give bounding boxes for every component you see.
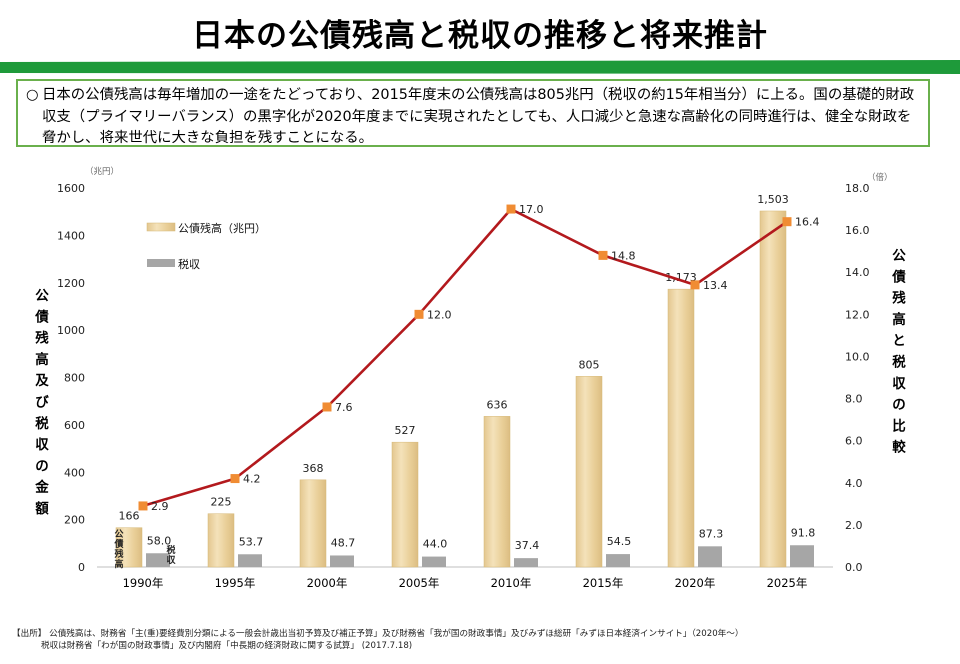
right-tick-label: 16.0 <box>845 224 870 237</box>
tax-bar <box>330 555 354 567</box>
left-tick-label: 800 <box>64 372 85 385</box>
ratio-marker <box>782 217 792 227</box>
left-tick-label: 200 <box>64 514 85 527</box>
summary-bullet: ○ <box>26 87 39 103</box>
ratio-marker <box>506 204 516 214</box>
right-axis-title: 公債残高と税収の比較 <box>891 248 906 456</box>
tax-value-label: 87.3 <box>699 527 724 540</box>
debt-bar <box>207 513 235 568</box>
tax-value-label: 53.7 <box>239 535 264 548</box>
ratio-marker <box>230 474 240 484</box>
debt-bar <box>575 376 603 568</box>
ratio-marker <box>414 309 424 319</box>
summary-text: 日本の公債残高は毎年増加の一途をたどっており、2015年度末の公債残高は805兆… <box>42 87 915 146</box>
debt-bar <box>759 210 787 568</box>
x-tick-label: 2020年 <box>675 576 716 590</box>
right-tick-label: 4.0 <box>845 477 863 490</box>
tax-inline-label: 税収 <box>166 544 176 566</box>
debt-bar <box>115 527 143 568</box>
debt-bar <box>299 479 327 568</box>
left-axis-title: 公債残高及び税収の金額 <box>34 288 49 517</box>
debt-inline-label: 公債残高 <box>113 529 123 570</box>
ratio-marker <box>690 280 700 290</box>
tax-bar <box>422 556 446 567</box>
debt-value-label: 805 <box>579 358 600 371</box>
legend-tax-label: 税収 <box>178 257 200 271</box>
right-tick-label: 0.0 <box>845 561 863 574</box>
right-tick-label: 18.0 <box>845 182 870 195</box>
ratio-value-label: 13.4 <box>703 279 728 292</box>
debt-tax-chart: （兆円） （倍） 0 200 400 600 800 1000 1200 1400 1600 0.0 2… <box>34 166 906 590</box>
source-line-2: 税収は財務省「わが国の財政事情」及び内閣府「中長期の経済財政に関する試算」 (2… <box>41 641 413 651</box>
right-tick-label: 6.0 <box>845 435 863 448</box>
left-tick-label: 1600 <box>57 182 85 195</box>
page-title: 日本の公債残高と税収の推移と将来推計 <box>192 18 768 54</box>
tax-bar <box>146 553 170 567</box>
tax-value-label: 37.4 <box>515 539 540 552</box>
debt-value-label: 225 <box>211 496 232 509</box>
tax-bar <box>790 545 814 567</box>
debt-value-label: 368 <box>303 462 324 475</box>
tax-value-label: 58.0 <box>147 534 172 547</box>
x-tick-label: 2005年 <box>399 576 440 590</box>
ratio-marker <box>322 402 332 412</box>
x-tick-label: 1990年 <box>123 576 164 590</box>
left-axis-unit: （兆円） <box>85 166 119 177</box>
right-tick-label: 8.0 <box>845 393 863 406</box>
tax-bar <box>698 546 722 567</box>
left-tick-label: 1400 <box>57 229 85 242</box>
debt-value-label: 527 <box>395 424 416 437</box>
debt-bar <box>667 288 695 568</box>
header-green-band <box>0 60 960 74</box>
debt-bar <box>391 441 419 568</box>
tax-bar <box>606 554 630 567</box>
ratio-value-label: 12.0 <box>427 308 452 321</box>
legend-tax-swatch <box>147 259 175 267</box>
tax-value-label: 48.7 <box>331 536 356 549</box>
ratio-value-label: 4.2 <box>243 473 261 486</box>
debt-bar <box>483 416 511 568</box>
x-tick-label: 2000年 <box>307 576 348 590</box>
x-tick-label: 2025年 <box>767 576 808 590</box>
tax-bar <box>514 558 538 567</box>
right-tick-label: 2.0 <box>845 519 863 532</box>
source-line-1: 【出所】 公債残高は、財務省「主(重)要経費別分類による一般会計歳出当初予算及び… <box>12 629 744 639</box>
left-tick-label: 0 <box>78 561 85 574</box>
debt-value-label: 1,503 <box>757 193 789 206</box>
ratio-value-label: 7.6 <box>335 401 353 414</box>
ratio-value-label: 16.4 <box>795 216 820 229</box>
left-tick-label: 1200 <box>57 277 85 290</box>
debt-value-label: 166 <box>119 510 140 523</box>
legend-debt-swatch <box>146 222 176 232</box>
right-tick-label: 12.0 <box>845 308 870 321</box>
right-tick-label: 10.0 <box>845 350 870 363</box>
tax-value-label: 91.8 <box>791 526 816 539</box>
legend-debt-label: 公債残高（兆円） <box>178 221 266 235</box>
summary-box: ○ 日本の公債残高は毎年増加の一途をたどっており、2015年度末の公債残高は80… <box>16 79 930 147</box>
right-tick-label: 14.0 <box>845 266 870 279</box>
ratio-marker <box>138 501 148 511</box>
debt-value-label: 636 <box>487 398 508 411</box>
right-axis-unit: （倍） <box>867 172 893 183</box>
ratio-marker <box>598 250 608 260</box>
tax-bar <box>238 554 262 567</box>
x-tick-label: 2010年 <box>491 576 532 590</box>
tax-value-label: 44.0 <box>423 538 448 551</box>
source-note: 【出所】 公債残高は、財務省「主(重)要経費別分類による一般会計歳出当初予算及び… <box>12 628 743 652</box>
left-tick-label: 600 <box>64 419 85 432</box>
debt-value-label: 1,173 <box>665 271 697 284</box>
x-tick-label: 1995年 <box>215 576 256 590</box>
ratio-line <box>142 207 788 508</box>
ratio-value-label: 2.9 <box>151 500 169 513</box>
ratio-value-label: 14.8 <box>611 249 636 262</box>
x-tick-label: 2015年 <box>583 576 624 590</box>
left-tick-label: 400 <box>64 466 85 479</box>
ratio-value-label: 17.0 <box>519 203 544 216</box>
left-tick-label: 1000 <box>57 324 85 337</box>
tax-value-label: 54.5 <box>607 535 632 548</box>
